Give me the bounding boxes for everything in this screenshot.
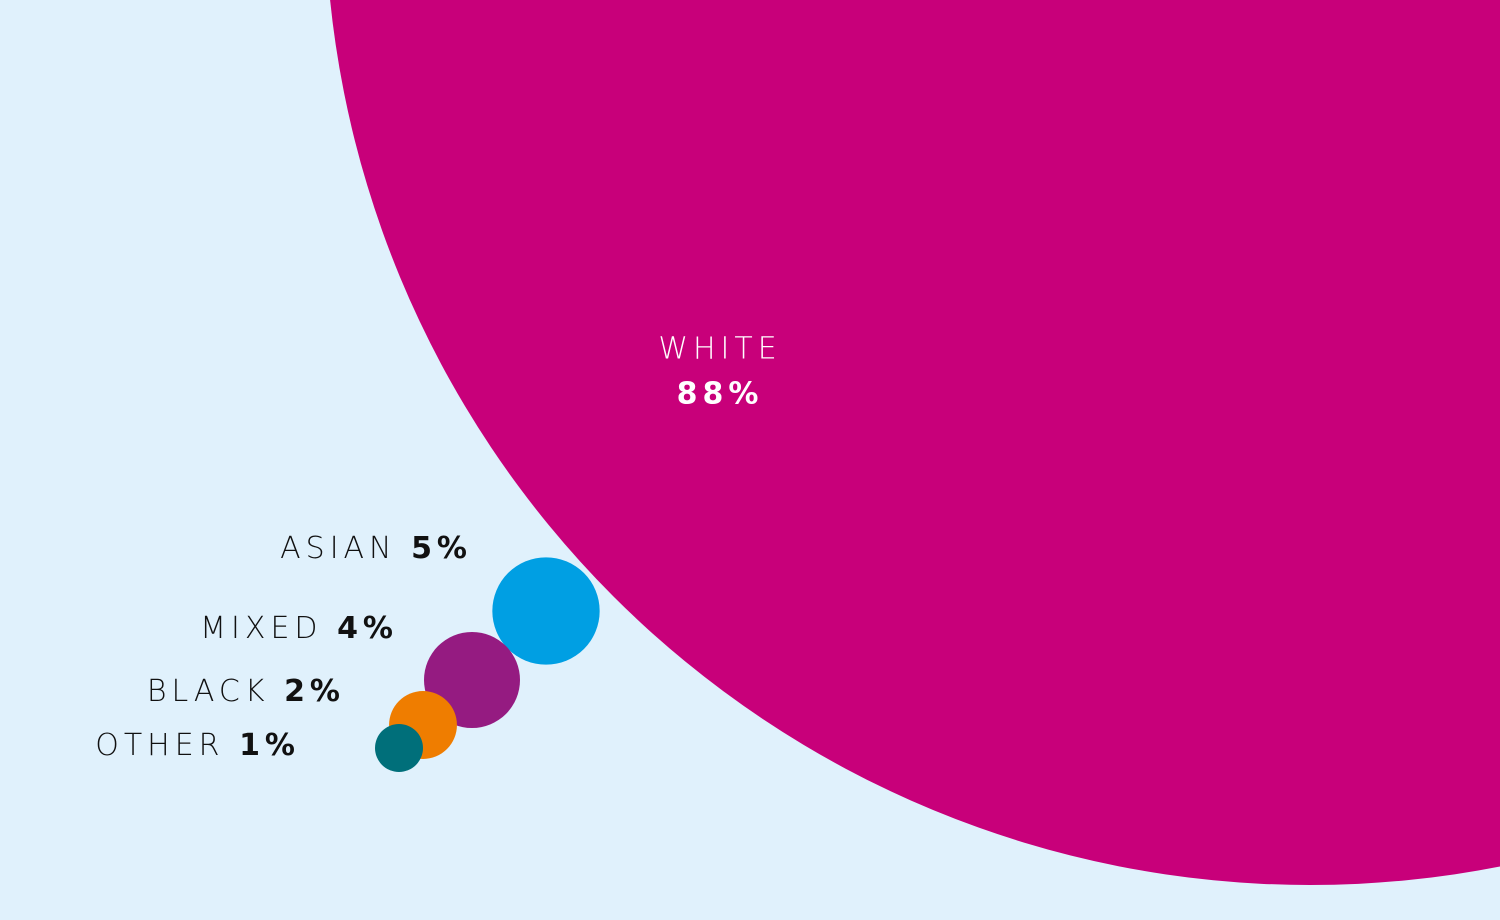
category-name: BLACK [147, 674, 270, 709]
bubble-label: BLACK 2% [147, 674, 345, 709]
bubble-label: OTHER 1% [95, 728, 300, 763]
bubble [375, 724, 423, 772]
bubble-label: WHITE [658, 332, 781, 367]
bubble-label: ASIAN 5% [280, 531, 472, 566]
category-name: OTHER [95, 728, 224, 763]
bubble [330, 0, 1500, 885]
bubble [492, 557, 600, 665]
value-label: 4% [337, 611, 398, 646]
value-label: 5% [411, 531, 472, 566]
bubble-label: MIXED 4% [200, 611, 398, 646]
category-name: ASIAN [280, 531, 396, 566]
bubble-value: 88% [677, 377, 764, 412]
category-name: MIXED [200, 611, 322, 646]
value-label: 2% [284, 674, 345, 709]
value-label: 1% [239, 728, 300, 763]
